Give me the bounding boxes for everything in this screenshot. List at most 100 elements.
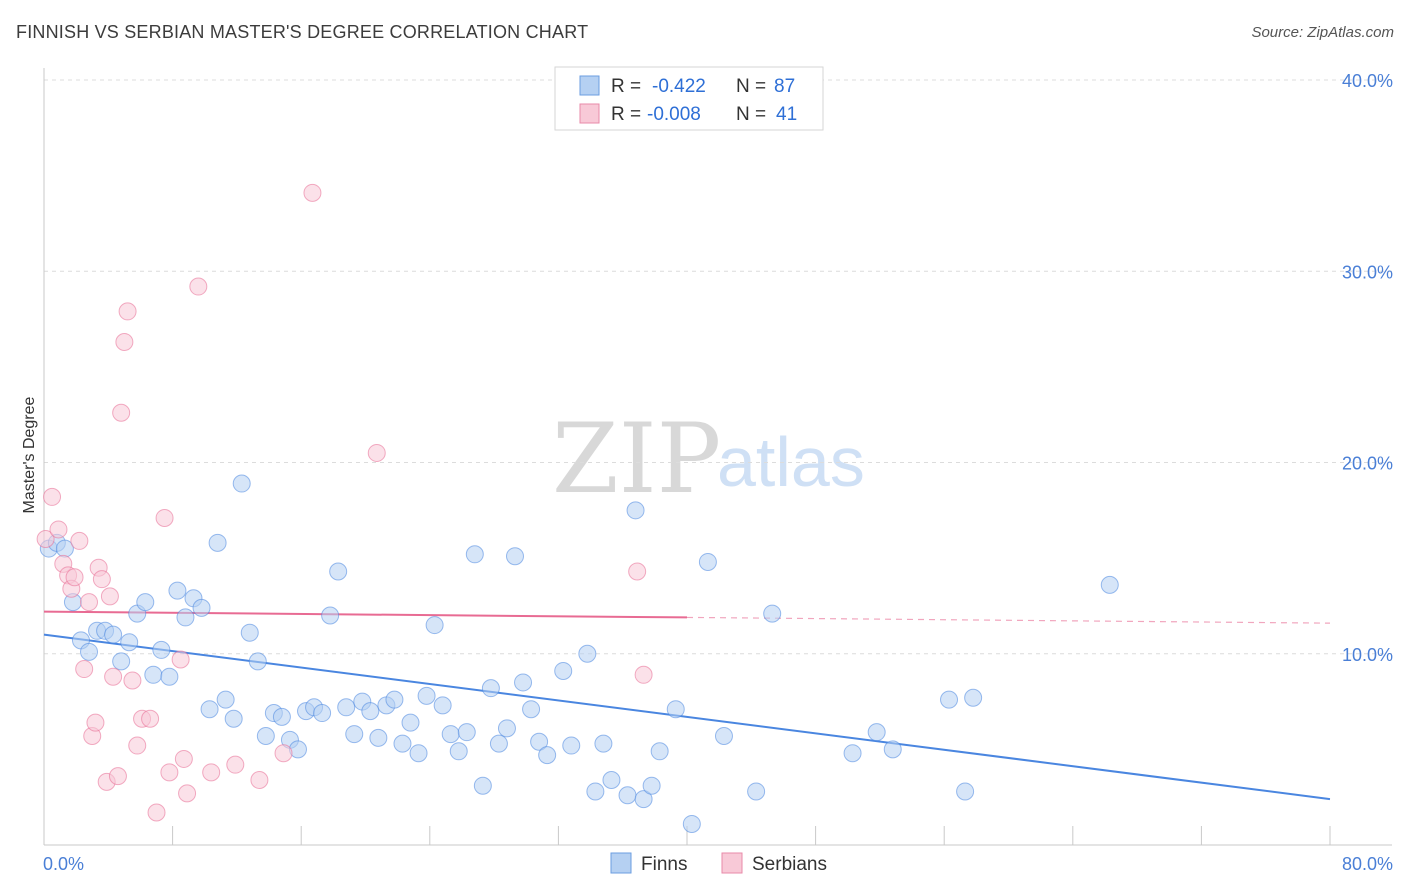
data-point-finns xyxy=(272,707,291,726)
data-point-serbians xyxy=(108,767,127,786)
data-point-finns xyxy=(714,726,733,745)
data-point-finns xyxy=(634,790,653,809)
data-point-finns xyxy=(232,474,251,493)
data-point-finns xyxy=(321,606,340,625)
data-point-finns xyxy=(522,700,541,719)
data-point-serbians xyxy=(634,665,653,684)
legend-swatch-finns xyxy=(579,75,600,96)
data-point-finns xyxy=(602,770,621,789)
data-point-finns xyxy=(473,776,492,795)
data-point-finns xyxy=(618,786,637,805)
data-point-finns xyxy=(554,661,573,680)
data-point-serbians xyxy=(628,562,647,581)
watermark-zip: ZIP xyxy=(552,403,721,515)
data-point-finns xyxy=(120,633,139,652)
legend-n-value-finns: 87 xyxy=(774,76,795,97)
legend-r-label-serbians: R = xyxy=(611,104,641,125)
bottom-legend-swatch-finns xyxy=(610,852,632,874)
data-point-finns xyxy=(763,604,782,623)
data-point-finns xyxy=(104,625,123,644)
data-point-serbians xyxy=(367,443,386,462)
data-point-finns xyxy=(433,696,452,715)
data-point-finns xyxy=(562,736,581,755)
y-tick-label: 10.0% xyxy=(1342,645,1393,665)
data-point-finns xyxy=(594,734,613,753)
data-point-finns xyxy=(385,690,404,709)
data-point-finns xyxy=(883,740,902,759)
data-point-serbians xyxy=(123,671,142,690)
data-point-serbians xyxy=(100,587,119,606)
data-point-finns xyxy=(489,734,508,753)
tick-labels: 10.0% 20.0% 30.0% 40.0% 0.0% 80.0% xyxy=(43,71,1393,874)
data-point-serbians xyxy=(75,660,94,679)
data-point-serbians xyxy=(189,277,208,296)
data-point-finns xyxy=(216,690,235,709)
data-point-finns xyxy=(626,501,645,520)
data-point-finns xyxy=(417,686,436,705)
data-point-finns xyxy=(240,623,259,642)
x-tick-label: 0.0% xyxy=(43,854,84,874)
data-point-finns xyxy=(200,700,219,719)
data-point-finns xyxy=(112,652,131,671)
data-point-finns xyxy=(449,742,468,761)
y-tick-label: 30.0% xyxy=(1342,262,1393,282)
data-point-serbians xyxy=(147,803,166,822)
data-point-finns xyxy=(481,679,500,698)
data-point-serbians xyxy=(70,531,89,550)
data-point-serbians xyxy=(92,570,111,589)
bottom-legend-swatch-serbians xyxy=(721,852,743,874)
data-point-finns xyxy=(256,726,275,745)
data-point-serbians xyxy=(250,770,269,789)
data-point-finns xyxy=(457,723,476,742)
data-point-serbians xyxy=(112,403,131,422)
data-point-serbians xyxy=(171,650,190,669)
trend-extension-serbians xyxy=(686,616,1331,624)
data-point-finns xyxy=(867,723,886,742)
data-point-finns xyxy=(224,709,243,728)
data-point-finns xyxy=(361,702,380,721)
data-point-finns xyxy=(136,593,155,612)
data-point-finns xyxy=(514,673,533,692)
data-point-finns xyxy=(666,700,685,719)
legend: R = -0.422 N = 87 R = -0.008 N = 41 xyxy=(554,66,824,131)
data-point-finns xyxy=(956,782,975,801)
trend-line-serbians xyxy=(43,610,688,619)
chart-title: FINNISH VS SERBIAN MASTER'S DEGREE CORRE… xyxy=(16,22,589,42)
data-point-serbians xyxy=(202,763,221,782)
data-point-finns xyxy=(505,547,524,566)
data-point-finns xyxy=(650,742,669,761)
source-credit: Source: ZipAtlas.com xyxy=(1251,24,1394,41)
data-point-serbians xyxy=(104,667,123,686)
data-point-finns xyxy=(578,644,597,663)
data-point-serbians xyxy=(274,744,293,763)
data-point-finns xyxy=(964,688,983,707)
data-point-serbians xyxy=(141,709,160,728)
data-point-finns xyxy=(369,728,388,747)
data-point-serbians xyxy=(155,508,174,527)
y-tick-label: 20.0% xyxy=(1342,454,1393,474)
data-point-serbians xyxy=(36,530,55,548)
data-point-serbians xyxy=(49,520,68,539)
legend-box xyxy=(554,66,824,131)
data-point-finns xyxy=(409,744,428,763)
data-point-serbians xyxy=(86,713,105,732)
data-point-serbians xyxy=(303,183,322,202)
data-point-serbians xyxy=(128,736,147,755)
data-point-finns xyxy=(329,562,348,581)
legend-r-label-finns: R = xyxy=(611,76,641,97)
data-point-finns xyxy=(465,545,484,564)
data-point-finns xyxy=(208,533,227,552)
data-point-finns xyxy=(393,734,412,753)
data-point-finns xyxy=(538,746,557,765)
data-point-finns xyxy=(530,732,549,751)
data-point-serbians xyxy=(174,749,193,768)
series-serbians xyxy=(36,183,653,822)
legend-r-value-serbians: -0.008 xyxy=(647,104,701,125)
data-point-finns xyxy=(144,665,163,684)
gridlines xyxy=(44,79,1392,655)
data-point-finns xyxy=(747,782,766,801)
bottom-legend-label-finns: Finns xyxy=(641,854,687,875)
x-tick-label: 80.0% xyxy=(1342,854,1393,874)
data-point-finns xyxy=(441,725,460,744)
